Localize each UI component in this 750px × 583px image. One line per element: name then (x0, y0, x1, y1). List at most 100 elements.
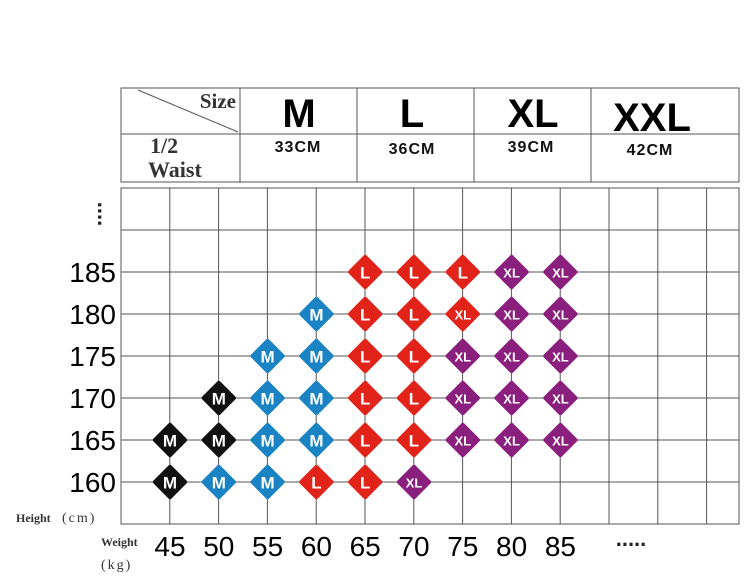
header-border (120, 87, 740, 183)
size-mark-m: M (250, 380, 285, 416)
size-mark-label: M (309, 348, 323, 367)
size-mark-label: L (409, 348, 419, 367)
size-mark-diamond (250, 380, 285, 416)
size-mark-label: L (360, 264, 370, 283)
size-mark-l: L (396, 254, 432, 290)
size-mark-m: M (201, 380, 236, 416)
size-mark-xl: XL (543, 254, 578, 290)
size-mark-m: M (201, 464, 236, 500)
x-tick-label: 55 (252, 531, 283, 562)
size-mark-xl: XL (396, 464, 432, 500)
size-header-table: Size 1/2 Waist M L XL XXL 33CM 36CM 39CM… (120, 87, 740, 183)
size-mark-l: L (396, 296, 432, 332)
size-mark-l: L (396, 338, 432, 374)
size-mark-label: XL (503, 266, 520, 281)
size-mark-diamond (543, 422, 578, 458)
size-mark-label: L (409, 432, 419, 451)
x-axis-unit: (kg) (101, 558, 132, 573)
size-mark-m: M (299, 338, 334, 374)
size-mark-diamond (494, 254, 529, 290)
size-mark-m: M (299, 422, 334, 458)
size-mark-diamond (543, 254, 578, 290)
size-mark-l: L (348, 422, 383, 458)
size-mark-diamond (543, 338, 578, 374)
size-mark-l: L (396, 422, 432, 458)
size-mark-label: M (309, 390, 323, 409)
size-mark-label: L (409, 390, 419, 409)
size-mark-xl: XL (543, 338, 578, 374)
size-mark-diamond (201, 464, 236, 500)
size-name-xxl: XXL (613, 96, 691, 140)
size-mark-label: XL (503, 392, 520, 407)
size-name-m: M (282, 92, 315, 136)
size-mark-diamond (201, 422, 236, 458)
size-mark-l: L (348, 254, 383, 290)
x-tick-label: 85 (545, 531, 576, 562)
x-axis-more-dots: ..... (616, 526, 647, 551)
size-mark-label: L (360, 348, 370, 367)
size-mark-diamond (494, 338, 529, 374)
size-mark-label: L (360, 306, 370, 325)
y-tick-label: 170 (69, 383, 116, 414)
size-mark-label: M (309, 306, 323, 325)
size-mark-label: M (212, 432, 226, 451)
size-mark-diamond (348, 380, 383, 416)
size-mark-xl: XL (494, 296, 529, 332)
size-mark-diamond (152, 422, 188, 458)
size-header-label: Size (200, 89, 236, 113)
size-mark-xl: XL (445, 380, 480, 416)
size-mark-diamond (445, 254, 480, 290)
size-mark-m: M (201, 422, 236, 458)
size-mark-label: XL (552, 266, 569, 281)
size-mark-label: XL (503, 350, 520, 365)
size-mark-diamond (494, 380, 529, 416)
waist-value-xxl: 42CM (627, 142, 674, 159)
axis-labels: .... Height (cm) Weight (kg) ..... (16, 202, 646, 573)
size-mark-diamond (250, 422, 285, 458)
size-mark-label: M (163, 474, 177, 493)
size-mark-diamond (250, 338, 285, 374)
size-mark-diamond (299, 380, 334, 416)
x-tick-labels: 45 50 55 60 65 70 75 80 85 (154, 531, 576, 562)
size-mark-xl: XL (445, 422, 480, 458)
size-mark-label: XL (503, 308, 520, 323)
size-mark-xl: XL (494, 338, 529, 374)
size-mark-xl: XL (494, 422, 529, 458)
waist-header-line2: Waist (148, 157, 202, 182)
size-mark-xl: XL (445, 338, 480, 374)
size-mark-label: XL (552, 434, 569, 449)
size-mark-xl: XL (494, 380, 529, 416)
size-mark-label: M (261, 348, 275, 367)
size-mark-label: XL (406, 476, 423, 491)
x-tick-label: 50 (203, 531, 234, 562)
size-name-l: L (400, 92, 424, 136)
size-mark-l: L (299, 464, 334, 500)
x-tick-label: 65 (350, 531, 381, 562)
size-mark-diamond (299, 296, 334, 332)
size-mark-l: L (348, 380, 383, 416)
size-mark-diamond (299, 422, 334, 458)
size-mark-label: M (261, 432, 275, 451)
size-mark-label: M (163, 432, 177, 451)
size-mark-label: M (212, 474, 226, 493)
size-mark-label: L (409, 264, 419, 283)
y-tick-label: 175 (69, 341, 116, 372)
size-mark-label: M (309, 432, 323, 451)
x-tick-label: 80 (496, 531, 527, 562)
header-diagonal (137, 89, 239, 133)
size-mark-diamond (396, 464, 432, 500)
size-mark-diamond (543, 296, 578, 332)
size-mark-label: L (360, 432, 370, 451)
size-mark-diamond (396, 380, 432, 416)
size-mark-m: M (299, 380, 334, 416)
size-mark-diamond (445, 338, 480, 374)
waist-value-l: 36CM (389, 141, 436, 158)
size-mark-diamond (250, 464, 285, 500)
size-mark-label: L (360, 390, 370, 409)
y-axis-label: Height (16, 511, 51, 525)
size-mark-diamond (494, 296, 529, 332)
size-mark-diamond (396, 254, 432, 290)
size-mark-l: L (348, 338, 383, 374)
size-mark-l: L (396, 380, 432, 416)
size-mark-label: M (212, 390, 226, 409)
